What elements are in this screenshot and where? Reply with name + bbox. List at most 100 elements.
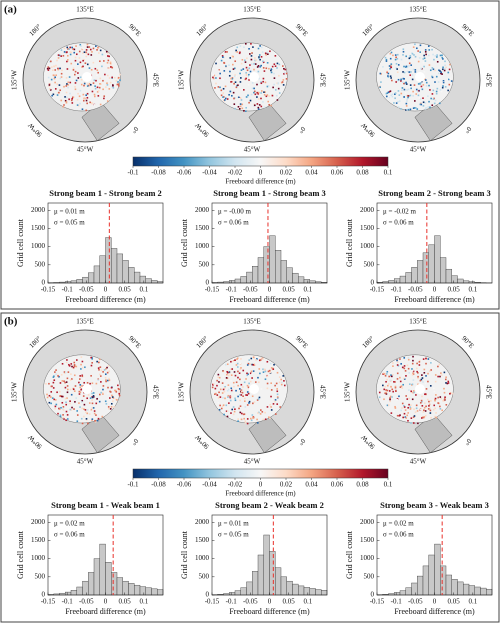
map-dot	[441, 409, 443, 412]
x-axis-label: Freeboard difference (m)	[229, 295, 310, 304]
map-dot	[240, 389, 243, 392]
map-dot	[97, 378, 100, 381]
map-dot	[425, 107, 427, 109]
map-dot	[222, 404, 225, 406]
bar	[422, 565, 429, 596]
map-dot	[423, 368, 426, 371]
map-dot	[414, 100, 416, 102]
map-dot	[80, 83, 83, 86]
map-dot	[426, 398, 429, 401]
y-tick-label: 500	[35, 260, 46, 268]
map-dot	[71, 46, 73, 49]
map-dot	[248, 382, 250, 385]
map-dot	[258, 56, 260, 58]
map-dot	[406, 364, 409, 367]
map-dot	[404, 409, 407, 411]
map-dot	[427, 372, 429, 375]
map-dot	[418, 359, 421, 362]
map-dot	[283, 73, 285, 75]
map-dot	[395, 81, 397, 83]
map-dot	[437, 375, 439, 378]
map-dot	[419, 103, 421, 106]
map-dot	[239, 405, 242, 408]
map-dot	[234, 60, 237, 63]
map-dot	[86, 85, 89, 87]
map-dot	[106, 84, 109, 86]
map-dot	[266, 387, 269, 390]
map-dot	[83, 381, 86, 384]
map-dot	[226, 363, 229, 366]
map-dot	[230, 360, 232, 363]
map-dot	[409, 404, 412, 406]
map-dot	[400, 78, 402, 81]
map-dot	[269, 371, 272, 374]
map-dot	[79, 375, 82, 377]
map-dot	[274, 400, 276, 403]
map-dot	[387, 383, 390, 385]
map-dot	[84, 366, 86, 369]
map-dot	[244, 61, 247, 63]
map-dot	[91, 407, 93, 410]
map-dot	[99, 373, 101, 376]
bar	[315, 589, 322, 596]
map-dot	[242, 68, 245, 70]
map-dot	[240, 97, 242, 100]
map-dot	[118, 392, 121, 395]
map-dot	[424, 393, 427, 395]
map-dot	[420, 417, 423, 419]
y-tick-label: 500	[35, 572, 46, 580]
map-dot	[379, 72, 382, 75]
map-dot	[438, 102, 441, 105]
map-dot	[223, 62, 226, 64]
map-dot	[278, 74, 280, 77]
y-tick-label: 1000	[31, 554, 46, 562]
map-dot	[223, 387, 226, 389]
map-dot	[388, 390, 391, 392]
map-dot	[99, 375, 102, 377]
map-dot	[104, 373, 107, 376]
map-dot	[439, 408, 442, 410]
map-dot	[119, 79, 121, 81]
map-dot	[259, 372, 261, 375]
y-axis-label: Grid cell count	[180, 530, 189, 579]
y-tick-label: 1500	[360, 224, 375, 232]
map-dot	[428, 405, 430, 407]
map-dot	[234, 75, 236, 78]
map-dot	[414, 411, 417, 414]
map-dot	[101, 415, 104, 418]
bar	[321, 590, 328, 596]
map-dot	[228, 388, 230, 391]
map-dot	[252, 417, 254, 419]
map-dot	[234, 397, 236, 400]
map-dot	[278, 387, 281, 390]
map-dot	[81, 407, 83, 410]
map-dot	[239, 103, 242, 105]
map-dot	[445, 376, 447, 379]
map-dot	[216, 379, 218, 382]
map-dot	[425, 388, 428, 390]
map-dot	[419, 44, 422, 47]
map-dot	[256, 91, 259, 94]
map-dot	[224, 385, 226, 388]
map-dot	[65, 91, 68, 94]
map-dot	[91, 90, 94, 93]
map-dot	[236, 357, 239, 360]
map-dot	[253, 364, 256, 367]
map-dot	[227, 374, 230, 377]
map-dot	[230, 81, 232, 83]
map-dot	[67, 60, 70, 62]
map-dot	[410, 406, 413, 409]
map-dot	[406, 98, 408, 101]
map-dot	[83, 82, 86, 85]
map-dot	[69, 51, 71, 53]
map-dot	[226, 415, 229, 418]
bar	[229, 592, 236, 596]
bar	[457, 278, 464, 284]
map-dot	[86, 83, 89, 85]
map-dot	[253, 63, 255, 65]
map-dot	[75, 45, 77, 47]
chart-title: Strong beam 2 - Strong beam 3	[378, 188, 491, 198]
y-axis-label: Grid cell count	[345, 218, 354, 267]
y-tick-label: 0	[206, 279, 210, 287]
map-dot	[400, 108, 402, 110]
